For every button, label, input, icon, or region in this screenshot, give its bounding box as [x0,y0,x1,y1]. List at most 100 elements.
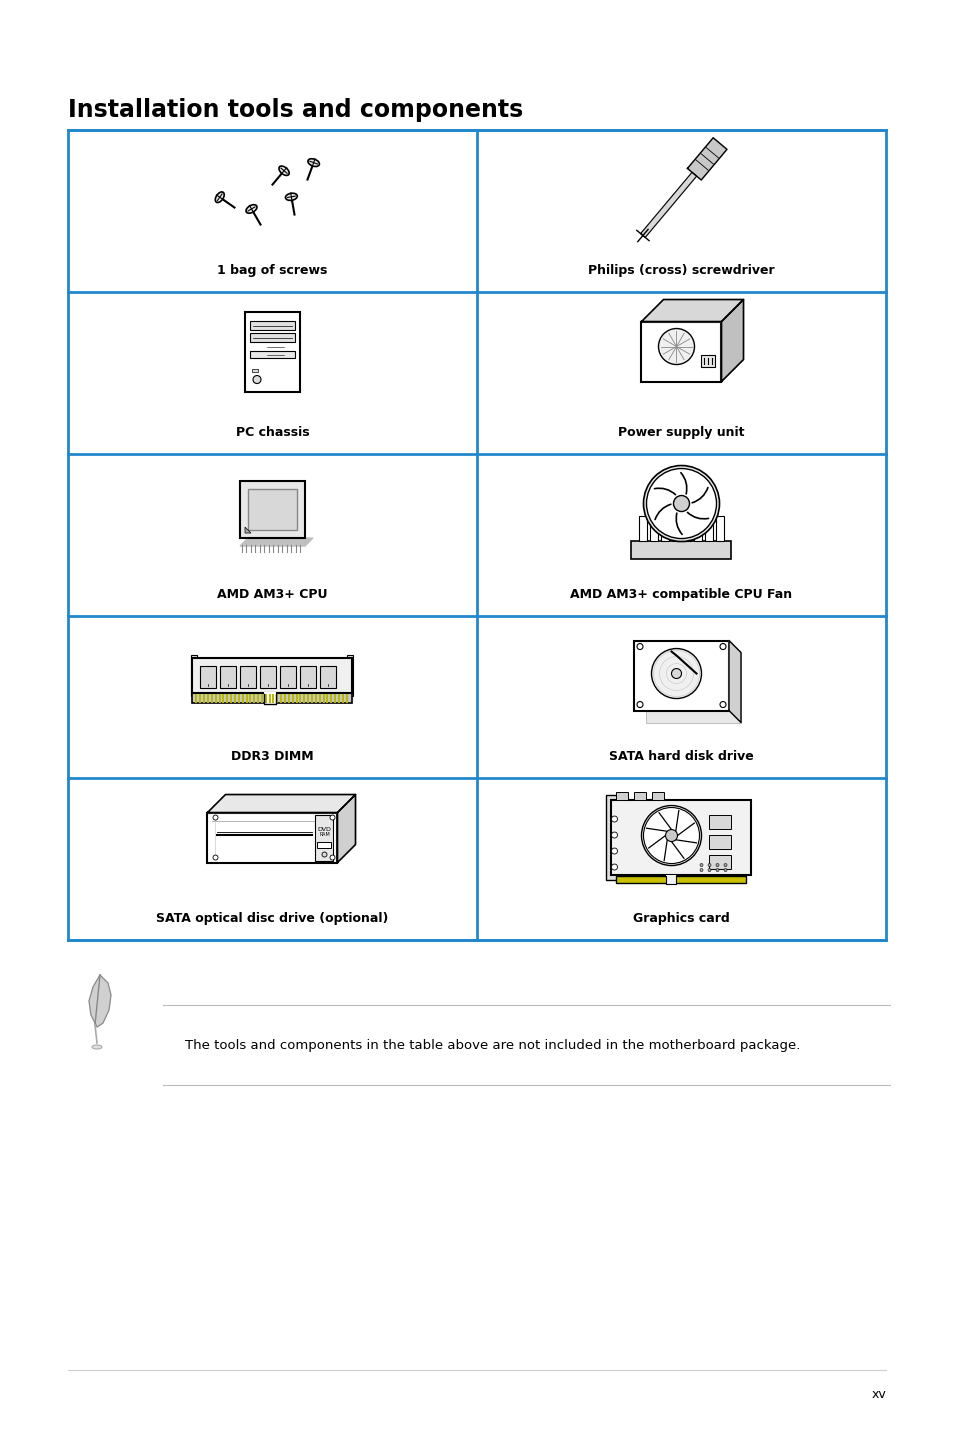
Circle shape [723,869,726,871]
Bar [337,695,339,703]
Text: Power supply unit: Power supply unit [618,426,744,439]
Bar [199,695,201,703]
Bar [233,695,235,703]
Bar [634,640,728,710]
Text: Graphics card: Graphics card [633,912,729,925]
Circle shape [716,864,719,867]
Bar [208,812,337,863]
Bar [704,516,712,541]
Circle shape [646,469,716,539]
Bar [611,800,751,876]
Bar [634,792,646,800]
Bar [211,695,213,703]
Bar [280,695,282,703]
Bar [318,695,320,703]
Polygon shape [337,795,355,863]
Bar [240,666,256,687]
Bar [709,856,731,869]
Bar [322,695,324,703]
Bar [200,666,216,687]
Circle shape [707,869,710,871]
Bar [606,795,620,880]
Bar [716,516,723,541]
Bar [260,666,276,687]
Ellipse shape [278,165,289,175]
Bar [222,695,224,703]
Circle shape [637,702,642,707]
Text: PC chassis: PC chassis [235,426,309,439]
Bar [220,666,236,687]
Circle shape [643,466,719,542]
Bar [693,516,701,541]
Bar [288,695,290,703]
Bar [252,368,257,371]
Text: AMD AM3+ compatible CPU Fan: AMD AM3+ compatible CPU Fan [570,588,792,601]
Bar [639,516,646,541]
Circle shape [720,644,725,650]
Bar [666,876,676,884]
Ellipse shape [91,1045,102,1048]
Bar [334,695,335,703]
Circle shape [253,375,261,384]
Circle shape [213,815,218,820]
Text: xv: xv [870,1389,885,1402]
Bar [315,814,334,860]
Bar [245,312,299,391]
Circle shape [700,864,702,867]
Bar [193,693,352,703]
Polygon shape [687,138,726,180]
Bar [284,695,286,703]
Circle shape [651,649,700,699]
Bar [616,876,745,883]
Bar [295,695,297,703]
Bar [265,695,267,703]
Bar [280,666,296,687]
Text: AMD AM3+ CPU: AMD AM3+ CPU [217,588,328,601]
Bar [314,695,316,703]
Bar [345,695,347,703]
Polygon shape [240,538,313,546]
Circle shape [611,864,617,870]
Bar [682,516,690,541]
Circle shape [673,496,689,512]
Circle shape [640,805,700,866]
Bar [709,815,731,830]
Bar [237,695,239,703]
Bar [240,482,305,538]
Ellipse shape [285,193,297,200]
Bar [616,792,628,800]
Bar [276,695,278,703]
Text: DDR3 DIMM: DDR3 DIMM [231,751,314,764]
Text: SATA hard disk drive: SATA hard disk drive [608,751,753,764]
Bar [245,695,247,703]
Bar [250,351,294,358]
Bar [269,695,271,703]
Bar [317,841,331,847]
Circle shape [322,853,327,857]
Bar [299,695,301,703]
Bar [640,322,720,381]
Bar [241,695,243,703]
Polygon shape [208,795,355,812]
Bar [230,695,232,703]
Bar [649,516,658,541]
Circle shape [665,830,677,841]
Circle shape [611,848,617,854]
Text: 1 bag of screws: 1 bag of screws [217,265,327,278]
Bar [249,695,252,703]
Ellipse shape [308,158,319,167]
Polygon shape [640,299,742,322]
Bar [250,332,294,342]
Bar [68,129,885,940]
Polygon shape [728,640,740,722]
Circle shape [658,328,694,365]
Bar [311,695,313,703]
Bar [660,516,668,541]
Bar [195,695,197,703]
Bar [264,692,276,705]
Bar [645,653,740,722]
Bar [330,695,332,703]
Circle shape [643,808,699,864]
Bar [700,355,715,367]
Circle shape [611,815,617,823]
